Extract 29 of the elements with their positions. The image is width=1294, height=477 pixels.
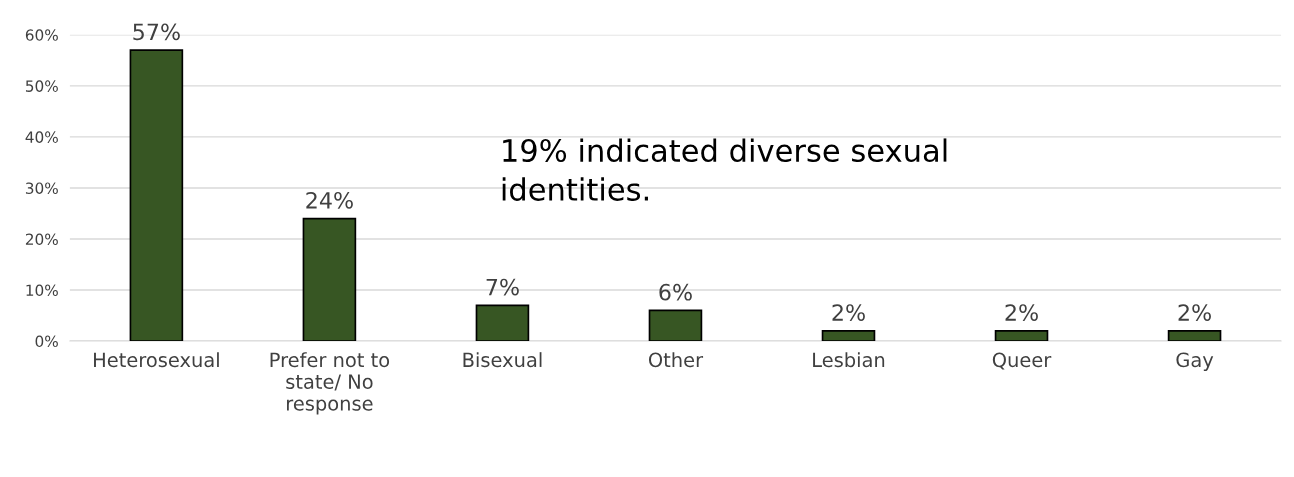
bar bbox=[302, 217, 357, 342]
y-tick-label: 60% bbox=[25, 29, 58, 41]
data-label: 2% bbox=[1178, 304, 1211, 321]
x-tick-label: Other bbox=[648, 352, 704, 368]
x-tick-label: Lesbian bbox=[813, 352, 885, 368]
x-tick-label: Queer bbox=[992, 352, 1052, 370]
data-label: 6% bbox=[659, 283, 692, 301]
bar bbox=[821, 330, 876, 342]
bar bbox=[1167, 330, 1222, 342]
data-label: 2% bbox=[1005, 304, 1038, 321]
bar bbox=[475, 304, 530, 342]
x-tick-label: Bisexual bbox=[463, 352, 542, 368]
bar bbox=[994, 330, 1049, 342]
y-tick-label: 50% bbox=[25, 80, 58, 92]
x-tick-label: Prefer not to state/ No response bbox=[270, 352, 390, 415]
y-tick-label: 40% bbox=[25, 131, 58, 143]
data-label: 57% bbox=[133, 23, 180, 41]
x-tick-label: Gay bbox=[1176, 352, 1214, 371]
y-tick-label: 30% bbox=[25, 182, 58, 194]
x-tick-label: Heterosexual bbox=[94, 352, 219, 368]
bar bbox=[648, 309, 703, 342]
bar bbox=[129, 49, 184, 342]
y-tick-label: 0% bbox=[35, 335, 58, 348]
data-label: 7% bbox=[486, 278, 519, 296]
data-label: 2% bbox=[832, 304, 865, 321]
y-tick-label: 20% bbox=[25, 233, 58, 245]
data-label: 24% bbox=[306, 191, 353, 209]
annotation: 19% indicated diverse sexual identities. bbox=[502, 138, 947, 201]
y-tick-label: 10% bbox=[26, 284, 58, 297]
